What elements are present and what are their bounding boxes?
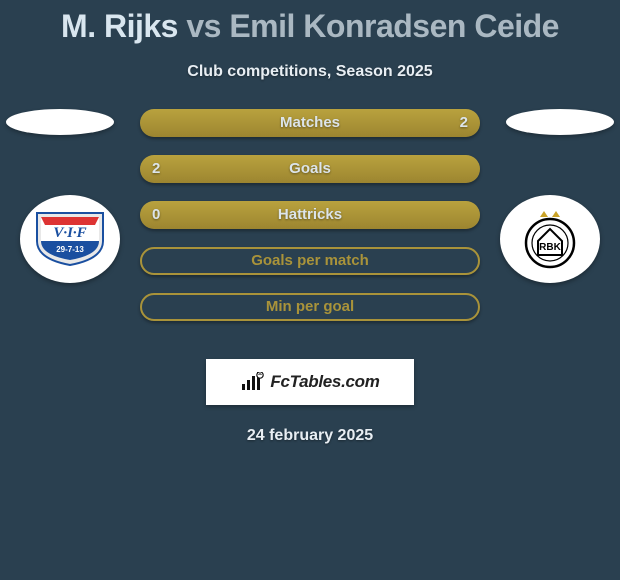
stat-mpg-label: Min per goal (266, 295, 354, 319)
subtitle: Club competitions, Season 2025 (0, 63, 620, 81)
brand-watermark: FcTables.com (206, 359, 414, 405)
stat-row-min-per-goal: Min per goal (140, 293, 480, 321)
brand-label: FcTables.com (270, 372, 379, 392)
vs-label: vs (186, 8, 221, 44)
stat-hattricks-left: 0 (152, 201, 160, 229)
player1-name: M. Rijks (61, 8, 178, 44)
stat-goals-left: 2 (152, 155, 160, 183)
stat-row-matches: Matches 2 (140, 109, 480, 137)
stat-matches-right: 2 (460, 109, 468, 137)
stats-area: V·I·F 29-7-13 RBK Matches 2 2 Goals 0 Ha… (0, 109, 620, 349)
stat-row-goals-per-match: Goals per match (140, 247, 480, 275)
player1-photo-placeholder (6, 109, 114, 135)
stat-goals-label: Goals (289, 155, 331, 183)
svg-text:V·I·F: V·I·F (53, 225, 86, 241)
svg-text:29-7-13: 29-7-13 (56, 245, 84, 254)
comparison-title: M. Rijks vs Emil Konradsen Ceide (0, 0, 620, 45)
vif-crest-icon: V·I·F 29-7-13 (35, 211, 105, 267)
club-left-badge: V·I·F 29-7-13 (20, 195, 120, 283)
stat-matches-label: Matches (280, 109, 340, 137)
stat-gpm-label: Goals per match (251, 249, 369, 273)
player2-name: Emil Konradsen Ceide (229, 8, 559, 44)
stats-column: Matches 2 2 Goals 0 Hattricks Goals per … (140, 109, 480, 339)
stat-hattricks-label: Hattricks (278, 201, 342, 229)
rbk-crest-icon: RBK (518, 207, 582, 271)
svg-text:RBK: RBK (539, 242, 561, 253)
stat-row-goals: 2 Goals (140, 155, 480, 183)
brand-chart-icon (240, 372, 264, 392)
club-right-badge: RBK (500, 195, 600, 283)
date-label: 24 february 2025 (0, 427, 620, 445)
stat-row-hattricks: 0 Hattricks (140, 201, 480, 229)
player2-photo-placeholder (506, 109, 614, 135)
